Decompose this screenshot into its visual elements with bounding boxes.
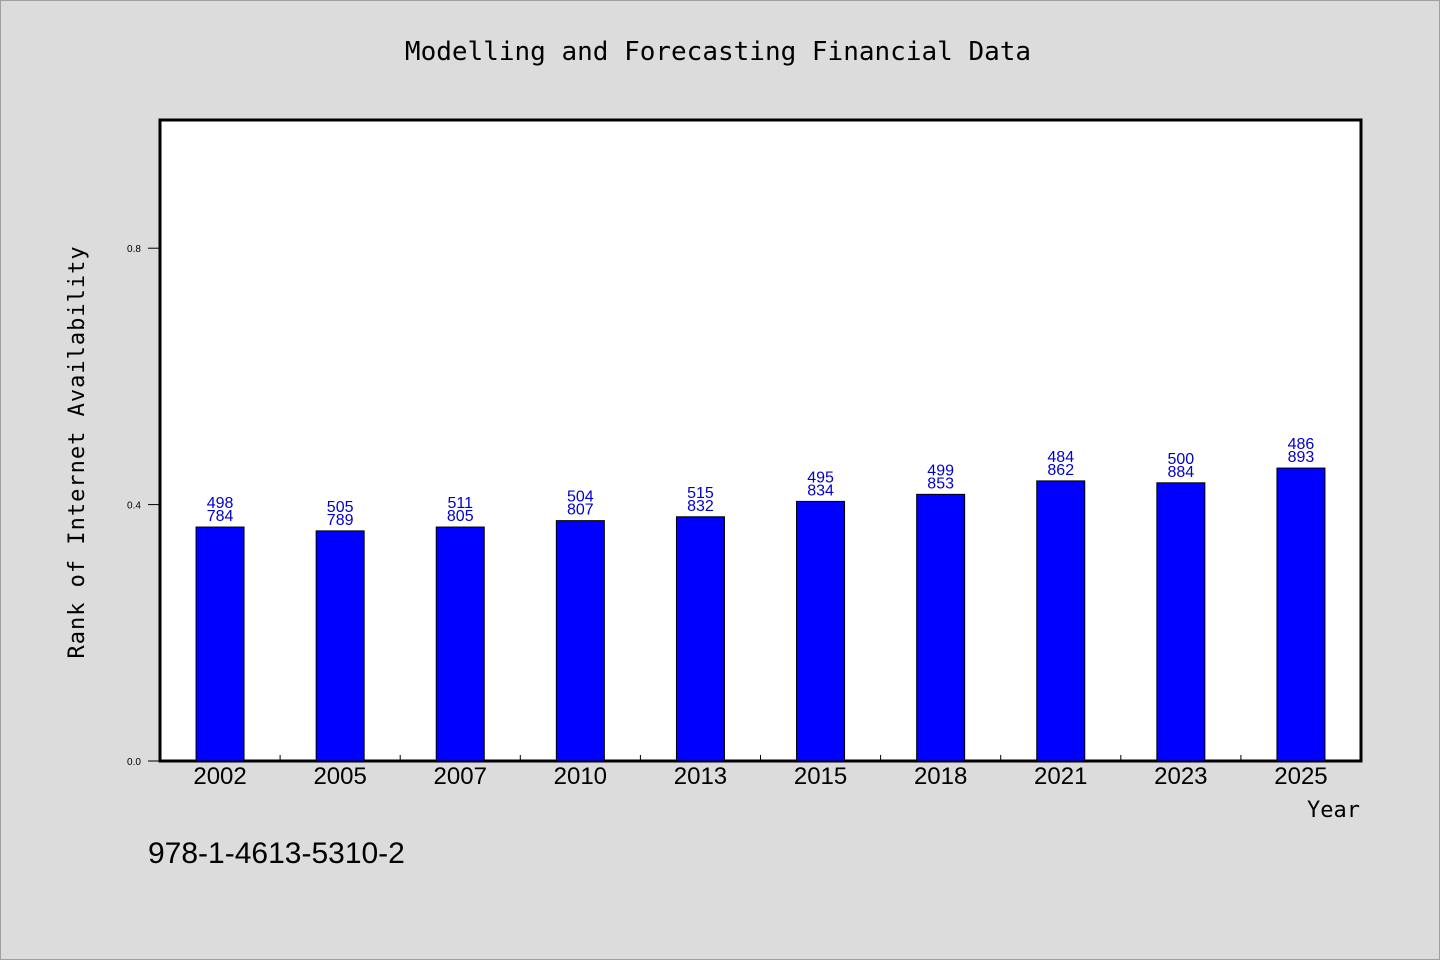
bar [435, 526, 485, 762]
isbn-text: 978-1-4613-5310-2 [148, 837, 405, 870]
x-axis: 2002 2005 2007 2010 2013 2015 2018 2021 2023 2025 [193, 755, 1328, 790]
data-label-bottom: 784 [207, 508, 234, 525]
x-tick-label: 2013 [674, 763, 727, 790]
x-axis-label: Year [1307, 798, 1360, 823]
data-label-bottom: 853 [927, 475, 954, 492]
data-label-bottom: 834 [807, 482, 834, 499]
data-label-bottom: 789 [327, 512, 354, 529]
data-label-bottom: 884 [1167, 464, 1194, 481]
bar [916, 493, 966, 762]
x-tick-label: 2021 [1034, 763, 1087, 790]
data-label-top: 486 [1288, 436, 1315, 453]
bars-group [195, 467, 1326, 762]
x-tick-label: 2005 [313, 763, 366, 790]
data-labels-group: 4987845057895118055048075158324958344998… [207, 436, 1315, 529]
data-label-bottom: 832 [687, 498, 714, 515]
y-tick-label: 0.4 [127, 501, 141, 512]
bar [1156, 482, 1206, 762]
bar [1276, 467, 1326, 762]
bar [796, 500, 846, 762]
x-tick-label: 2002 [193, 763, 246, 790]
bar [195, 526, 245, 762]
data-label-bottom: 862 [1047, 462, 1074, 479]
data-label-bottom: 805 [447, 508, 474, 525]
y-tick-label: 0.8 [127, 244, 141, 255]
x-tick-label: 2007 [434, 763, 487, 790]
data-label-top: 500 [1167, 451, 1194, 468]
data-label-top: 515 [687, 485, 714, 502]
data-label-top: 499 [927, 462, 954, 479]
x-tick-label: 2023 [1154, 763, 1207, 790]
y-axis-label: Rank of Internet Availability [65, 245, 90, 658]
bar [1036, 480, 1086, 762]
data-label-top: 511 [447, 495, 473, 512]
data-label-bottom: 807 [567, 502, 594, 519]
data-label-top: 498 [207, 495, 234, 512]
data-label-top: 495 [807, 469, 834, 486]
y-axis: 0.0 0.4 0.8 [127, 244, 160, 768]
x-tick-label: 2015 [794, 763, 847, 790]
data-label-top: 504 [567, 489, 594, 506]
y-tick-label: 0.0 [127, 757, 141, 768]
bar [555, 520, 605, 762]
bar [675, 516, 725, 762]
chart-title: Modelling and Forecasting Financial Data [405, 37, 1031, 67]
data-label-top: 505 [327, 499, 354, 516]
data-label-top: 484 [1047, 449, 1074, 466]
x-tick-label: 2018 [914, 763, 967, 790]
bar [315, 530, 365, 762]
x-tick-label: 2025 [1274, 763, 1327, 790]
data-label-bottom: 893 [1288, 449, 1315, 466]
x-tick-label: 2010 [554, 763, 607, 790]
